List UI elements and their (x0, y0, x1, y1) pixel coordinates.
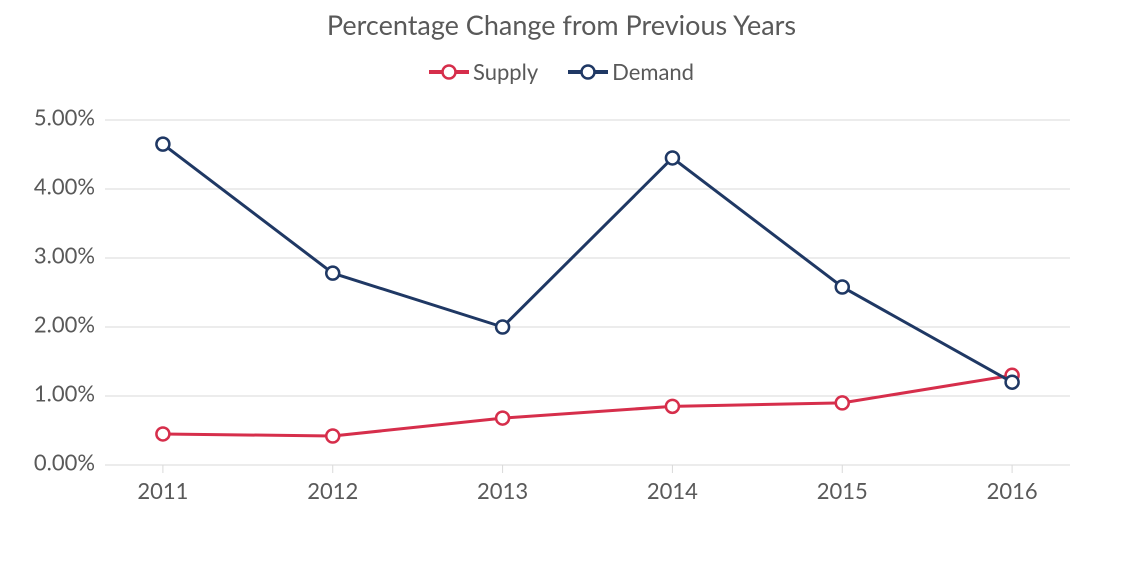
y-tick-label: 3.00% (34, 242, 95, 269)
y-tick-label: 1.00% (34, 380, 95, 407)
chart-plot-area: 0.00% 1.00% 2.00% 3.00% 4.00% 5.00% 2011 2012 20… (0, 0, 1123, 561)
series-marker-demand (836, 280, 849, 293)
x-tick-label: 2013 (477, 477, 528, 504)
y-tick-label: 5.00% (34, 104, 95, 131)
series-line-demand (163, 144, 1012, 382)
series-line-supply (163, 375, 1012, 436)
series-marker-supply (666, 400, 679, 413)
series-marker-demand (666, 151, 679, 164)
y-tick-label: 0.00% (34, 449, 95, 476)
x-tick-label: 2011 (137, 477, 188, 504)
series-marker-demand (1006, 376, 1019, 389)
x-tick-label: 2016 (987, 477, 1038, 504)
series-marker-demand (326, 267, 339, 280)
series-marker-supply (156, 427, 169, 440)
y-tick-label: 4.00% (34, 173, 95, 200)
series-marker-demand (496, 321, 509, 334)
series-marker-supply (496, 412, 509, 425)
x-tick-label: 2014 (647, 477, 698, 504)
x-tick-label: 2012 (307, 477, 358, 504)
x-tick-label: 2015 (817, 477, 868, 504)
series-marker-demand (156, 138, 169, 151)
series-marker-supply (326, 430, 339, 443)
chart-container: Percentage Change from Previous Years Su… (0, 0, 1123, 561)
y-tick-label: 2.00% (34, 311, 95, 338)
series-marker-supply (836, 396, 849, 409)
